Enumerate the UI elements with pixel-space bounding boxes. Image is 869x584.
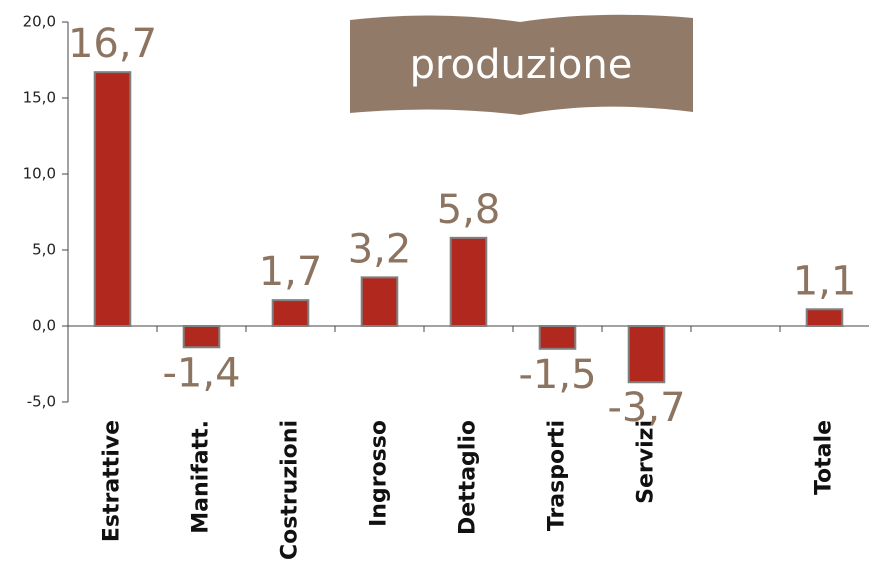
bar bbox=[451, 238, 487, 326]
chart: produzione -5,0 0,0 5,0 10,0 15,0 20,0 Estratt… bbox=[0, 0, 869, 584]
chart-title: produzione bbox=[410, 42, 633, 88]
bar bbox=[540, 326, 576, 349]
value-label: 3,2 bbox=[348, 226, 412, 272]
x-tick-label: Ingrosso bbox=[367, 420, 392, 527]
value-label: 16,7 bbox=[68, 21, 157, 67]
y-tick-label: 0,0 bbox=[32, 317, 56, 335]
x-tick-label: Costruzioni bbox=[278, 420, 303, 560]
value-label: -1,4 bbox=[162, 350, 240, 396]
bar bbox=[184, 326, 220, 347]
y-tick-label: -5,0 bbox=[27, 393, 56, 411]
value-label: 1,7 bbox=[259, 249, 323, 295]
bar bbox=[362, 277, 398, 326]
value-label: -1,5 bbox=[518, 352, 596, 398]
x-tick-label: Totale bbox=[812, 420, 837, 495]
bar bbox=[807, 309, 843, 326]
value-label: -3,7 bbox=[607, 385, 685, 431]
y-tick-label: 15,0 bbox=[23, 89, 56, 107]
x-tick-label: Dettaglio bbox=[456, 420, 481, 535]
x-tick-label: Trasporti bbox=[545, 420, 570, 531]
y-tick-label: 20,0 bbox=[23, 13, 56, 31]
y-tick-label: 5,0 bbox=[32, 241, 56, 259]
bar bbox=[273, 300, 309, 326]
value-label: 1,1 bbox=[793, 258, 857, 304]
value-label: 5,8 bbox=[437, 187, 501, 233]
x-tick-label: Estrattive bbox=[100, 420, 125, 542]
x-tick-label: Servizi bbox=[634, 420, 659, 504]
x-tick-label: Manifatt. bbox=[189, 420, 214, 534]
bar bbox=[629, 326, 665, 382]
bar bbox=[95, 72, 131, 326]
y-tick-label: 10,0 bbox=[23, 165, 56, 183]
